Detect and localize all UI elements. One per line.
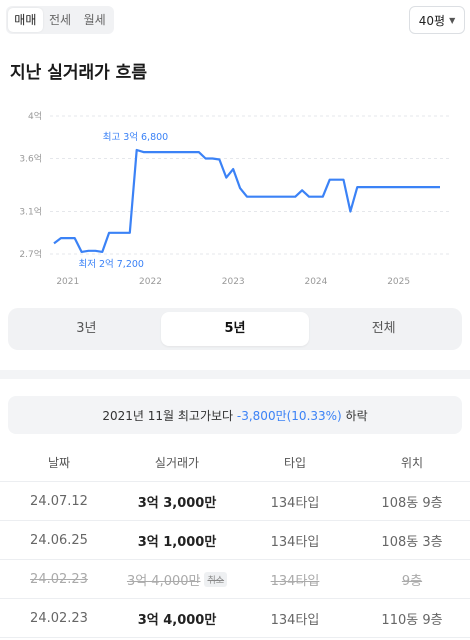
row-date-value: 24.02.23 (30, 571, 88, 587)
price-change-summary: 2021년 11월 최고가보다 -3,800만(10.33%) 하락 (8, 396, 462, 434)
row-date: 24.06.25 (30, 532, 88, 548)
row-price: 3억 3,000만 (118, 492, 236, 511)
y-tick-label: 2.7억 (19, 248, 42, 260)
cancelled-badge: 취소 (204, 571, 228, 587)
row-location: 9층 (354, 570, 470, 589)
tab-period-all[interactable]: 전체 (371, 321, 396, 336)
row-type: 134타입 (270, 612, 320, 628)
x-tick-label: 2024 (304, 277, 327, 287)
row-price-value: 3억 4,000만 (126, 573, 201, 589)
area-size-value: 40평 (418, 13, 446, 28)
price-line (53, 148, 440, 253)
max-price-label: 최고 3억 6,800 (103, 131, 169, 143)
row-location-value: 9층 (401, 573, 423, 589)
header-location: 위치 (400, 456, 424, 470)
min-price-label: 최저 2억 7,200 (78, 258, 144, 270)
row-price-value: 3억 1,000만 (137, 534, 217, 550)
tab-jeonse[interactable]: 전세 (48, 13, 72, 27)
tab-period-5y[interactable]: 5년 (160, 312, 310, 346)
x-tick-label: 2021 (56, 277, 79, 287)
y-tick-label: 3.6억 (19, 152, 42, 164)
period-tabs: 3년 5년 전체 (8, 308, 462, 350)
area-size-select[interactable]: 40평 ▼ (409, 6, 465, 34)
summary-suffix: 하락 (341, 408, 368, 423)
summary-change: -3,800만(10.33%) (236, 408, 342, 423)
tab-monthly-rent[interactable]: 월세 (83, 13, 106, 27)
table-header: 날짜 실거래가 타입 위치 (0, 444, 470, 482)
table-row[interactable]: 24.07.12 3억 3,000만 134타입 108동 9층 (0, 482, 470, 521)
row-location: 110동 9층 (381, 612, 443, 628)
row-location: 108동 9층 (381, 495, 443, 511)
summary-prefix: 2021년 11월 최고가보다 (102, 408, 237, 423)
header-date: 날짜 (47, 456, 71, 470)
row-date: 24.02.23 (0, 572, 118, 587)
row-type: 134타입 (270, 495, 320, 511)
table-row[interactable]: 24.06.25 3억 1,000만 134타입 108동 3층 (0, 521, 470, 560)
row-price-value: 3억 3,000만 (137, 495, 217, 511)
row-price: 3억 4,000만 (118, 609, 236, 628)
header-price: 실거래가 (154, 456, 200, 470)
y-tick-label: 3.1억 (19, 206, 42, 218)
price-history-chart: 2.7억 3.1억 3.6억 4억 2021 2022 2023 2024 2025 최고 3억 … (19, 110, 450, 287)
x-tick-label: 2025 (387, 277, 410, 287)
chevron-down-icon: ▼ (449, 15, 456, 25)
row-price-value: 3억 4,000만 (137, 612, 217, 628)
table-row-cancelled[interactable]: 24.02.23 3억 4,000만 취소 134타입 9층 (0, 560, 470, 599)
section-title: 지난 실거래가 흐름 (10, 63, 147, 83)
y-tick-label: 4억 (28, 110, 42, 122)
transaction-table: 날짜 실거래가 타입 위치 24.07.12 3억 3,000만 134타입 1… (0, 444, 470, 638)
x-tick-label: 2023 (222, 277, 245, 287)
x-tick-label: 2022 (139, 277, 162, 287)
tab-sale[interactable]: 매매 (8, 8, 43, 32)
tab-period-3y[interactable]: 3년 (76, 321, 97, 336)
section-divider (0, 370, 470, 379)
row-price: 3억 4,000만 취소 (118, 570, 236, 589)
row-type: 134타입 (236, 570, 354, 589)
header-type: 타입 (283, 456, 307, 470)
deal-type-tabs: 매매 전세 월세 (6, 6, 114, 34)
row-type: 134타입 (270, 534, 320, 550)
row-price: 3억 1,000만 (118, 531, 236, 550)
row-location: 108동 3층 (381, 534, 443, 550)
row-type-value: 134타입 (270, 573, 320, 589)
row-date: 24.07.12 (30, 493, 88, 509)
row-date: 24.02.23 (30, 610, 88, 626)
table-row[interactable]: 24.02.23 3억 4,000만 134타입 110동 9층 (0, 599, 470, 638)
